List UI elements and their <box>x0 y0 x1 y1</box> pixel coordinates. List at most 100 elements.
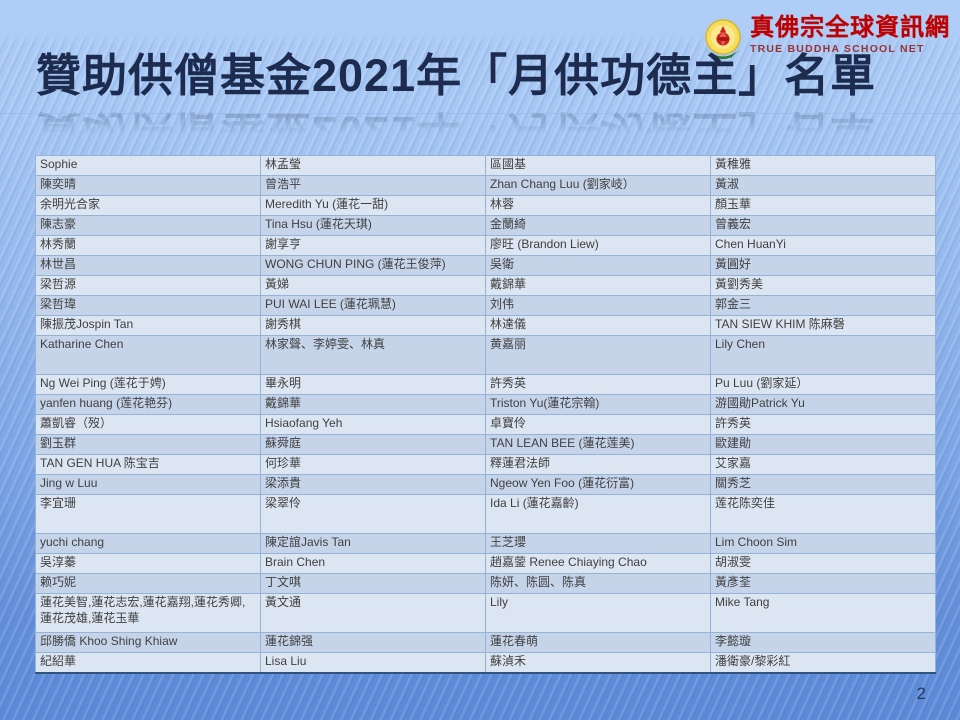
table-row: 梁哲瑋 PUI WAI LEE (蓮花珮慧) 刘伟 郭金三 <box>35 295 936 316</box>
table-cell: Chen HuanYi <box>710 235 936 256</box>
table-cell: 陳振茂Jospin Tan <box>35 315 261 336</box>
table-cell: 林家聲、李婷雯、林真 <box>260 335 486 375</box>
table-cell: 曾浩平 <box>260 175 486 196</box>
table-cell: 赖巧妮 <box>35 573 261 594</box>
table-row: Katharine Chen 林家聲、李婷雯、林真 黄嘉丽 Lily Chen <box>35 335 936 375</box>
table-cell: 吳淳蓁 <box>35 553 261 574</box>
table-cell: 釋蓮君法師 <box>485 454 711 475</box>
table-cell: TAN LEAN BEE (蓮花莲美) <box>485 434 711 455</box>
table-cell: 莲花陈奕佳 <box>710 494 936 534</box>
table-row: 陳奕晴 曾浩平 Zhan Chang Luu (劉家岐） 黃淑 <box>35 175 936 196</box>
table-row: Ng Wei Ping (莲花于娉) 畢永明 許秀英 Pu Luu (劉家延） <box>35 374 936 395</box>
table-row: 蓮花美智,蓮花志宏,蓮花嘉翔,蓮花秀卿,蓮花茂雄,蓮花玉華 黃文通 Lily Mike… <box>35 593 936 633</box>
table-row: 林秀蘭 謝享亨 廖旺 (Brandon Liew) Chen HuanYi <box>35 235 936 256</box>
table-cell: 潘衛豪/黎彩紅 <box>710 652 936 674</box>
table-cell: Katharine Chen <box>35 335 261 375</box>
table-cell: 畢永明 <box>260 374 486 395</box>
table-cell: 戴錦華 <box>260 394 486 415</box>
table-cell: PUI WAI LEE (蓮花珮慧) <box>260 295 486 316</box>
table-cell: yuchi chang <box>35 533 261 554</box>
table-cell: 刘伟 <box>485 295 711 316</box>
table-cell: 許秀英 <box>485 374 711 395</box>
table-cell: Jing w Luu <box>35 474 261 495</box>
table-cell: Triston Yu(蓮花宗翰) <box>485 394 711 415</box>
table-cell: 吳衛 <box>485 255 711 276</box>
table-cell: 金蘭綺 <box>485 215 711 236</box>
table-cell: 梁哲瑋 <box>35 295 261 316</box>
table-cell: TAN GEN HUA 陈宝吉 <box>35 454 261 475</box>
donor-table: Sophie 林孟瑩 區國基 黃稚雅 陳奕晴 曾浩平 Zhan Chang Luu (劉家岐… <box>35 155 936 674</box>
table-cell: 黃文通 <box>260 593 486 633</box>
table-row: 赖巧妮 丁文唭 陈妍、陈圆、陈真 黃彥荃 <box>35 573 936 594</box>
table-cell: 紀紹華 <box>35 652 261 674</box>
table-row: 梁哲源 黃娣 戴錦華 黃劉秀美 <box>35 275 936 296</box>
table-cell: 林孟瑩 <box>260 155 486 176</box>
table-cell: 游國勛Patrick Yu <box>710 394 936 415</box>
table-row: yuchi chang 陳定誼Javis Tan 王芝瓔 Lim Choon Sim <box>35 533 936 554</box>
table-cell: 胡淑雯 <box>710 553 936 574</box>
table-cell: 顏玉華 <box>710 195 936 216</box>
table-cell: 蓮花錦强 <box>260 632 486 653</box>
table-cell: 戴錦華 <box>485 275 711 296</box>
table-cell: 郭金三 <box>710 295 936 316</box>
table-row: TAN GEN HUA 陈宝吉 何珍華 釋蓮君法師 艾家嘉 <box>35 454 936 475</box>
table-cell: 艾家嘉 <box>710 454 936 475</box>
table-cell: 黃稚雅 <box>710 155 936 176</box>
table-cell: Ida Li (蓮花嘉齡) <box>485 494 711 534</box>
table-cell: Hsiaofang Yeh <box>260 414 486 435</box>
table-row: 李宜珊 梁翠伶 Ida Li (蓮花嘉齡) 莲花陈奕佳 <box>35 494 936 534</box>
table-cell: Lisa Liu <box>260 652 486 674</box>
table-cell: 廖旺 (Brandon Liew) <box>485 235 711 256</box>
table-row: Sophie 林孟瑩 區國基 黃稚雅 <box>35 155 936 176</box>
donor-table-body: Sophie 林孟瑩 區國基 黃稚雅 陳奕晴 曾浩平 Zhan Chang Luu (劉家岐… <box>35 155 936 674</box>
table-row: 陳振茂Jospin Tan 謝秀棋 林達儀 TAN SIEW KHIM 陈麻磬 <box>35 315 936 336</box>
table-cell: 卓寶伶 <box>485 414 711 435</box>
table-cell: WONG CHUN PING (蓮花王俊萍) <box>260 255 486 276</box>
table-row: Jing w Luu 梁添貴 Ngeow Yen Foo (蓮花衍富) 關秀芝 <box>35 474 936 495</box>
table-cell: Lim Choon Sim <box>710 533 936 554</box>
table-cell: 黃圓好 <box>710 255 936 276</box>
table-cell: 林秀蘭 <box>35 235 261 256</box>
table-cell: 何珍華 <box>260 454 486 475</box>
table-cell: 李宜珊 <box>35 494 261 534</box>
table-row: 蕭凱睿（歿） Hsiaofang Yeh 卓寶伶 許秀英 <box>35 414 936 435</box>
table-cell: 蕭凱睿（歿） <box>35 414 261 435</box>
table-cell: 曾義宏 <box>710 215 936 236</box>
table-row: 陳志豪 Tina Hsu (蓮花天琪) 金蘭綺 曾義宏 <box>35 215 936 236</box>
table-row: yanfen huang (莲花艳芬) 戴錦華 Triston Yu(蓮花宗翰) 游國… <box>35 394 936 415</box>
table-cell: Pu Luu (劉家延） <box>710 374 936 395</box>
table-cell: 梁翠伶 <box>260 494 486 534</box>
table-cell: 黃淑 <box>710 175 936 196</box>
table-cell: 林世昌 <box>35 255 261 276</box>
table-cell: Lily Chen <box>710 335 936 375</box>
table-cell: 李懿璇 <box>710 632 936 653</box>
table-cell: Brain Chen <box>260 553 486 574</box>
table-cell: 趙嘉蓥 Renee Chiaying Chao <box>485 553 711 574</box>
table-cell: 歐建勛 <box>710 434 936 455</box>
table-cell: yanfen huang (莲花艳芬) <box>35 394 261 415</box>
table-cell: 陳定誼Javis Tan <box>260 533 486 554</box>
table-cell: Ng Wei Ping (莲花于娉) <box>35 374 261 395</box>
table-cell: 陳志豪 <box>35 215 261 236</box>
table-cell: 蘇舜庭 <box>260 434 486 455</box>
lotus-crest-icon <box>705 19 741 59</box>
table-cell: 陳奕晴 <box>35 175 261 196</box>
table-cell: 黄嘉丽 <box>485 335 711 375</box>
table-cell: Zhan Chang Luu (劉家岐） <box>485 175 711 196</box>
table-cell: 許秀英 <box>710 414 936 435</box>
table-row: 林世昌 WONG CHUN PING (蓮花王俊萍) 吳衛 黃圓好 <box>35 255 936 276</box>
table-cell: 王芝瓔 <box>485 533 711 554</box>
table-row: 吳淳蓁 Brain Chen 趙嘉蓥 Renee Chiaying Chao 胡淑雯 <box>35 553 936 574</box>
table-cell: 謝享亨 <box>260 235 486 256</box>
table-cell: 黃劉秀美 <box>710 275 936 296</box>
table-cell: Mike Tang <box>710 593 936 633</box>
table-cell: 林達儀 <box>485 315 711 336</box>
table-cell: 黃彥荃 <box>710 573 936 594</box>
table-cell: 梁哲源 <box>35 275 261 296</box>
table-cell: 林蓉 <box>485 195 711 216</box>
table-row: 劉玉群 蘇舜庭 TAN LEAN BEE (蓮花莲美) 歐建勛 <box>35 434 936 455</box>
table-cell: 劉玉群 <box>35 434 261 455</box>
table-cell: 邱勝僑 Khoo Shing Khiaw <box>35 632 261 653</box>
table-cell: 陈妍、陈圆、陈真 <box>485 573 711 594</box>
title-divider <box>0 113 960 114</box>
